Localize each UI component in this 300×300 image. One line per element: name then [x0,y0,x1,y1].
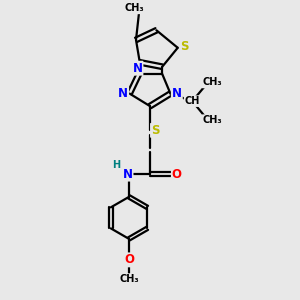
Text: CH: CH [184,96,200,106]
Text: N: N [122,168,133,181]
Text: N: N [133,62,142,75]
Text: N: N [118,87,128,100]
Text: S: S [151,124,160,137]
Text: O: O [172,168,182,181]
Text: H: H [112,160,121,170]
Text: O: O [124,254,134,266]
Text: S: S [180,40,188,53]
Text: CH₃: CH₃ [119,274,139,284]
Text: CH₃: CH₃ [125,3,144,14]
Text: CH₃: CH₃ [202,115,222,125]
Text: CH₃: CH₃ [202,77,222,88]
Text: N: N [172,87,182,100]
